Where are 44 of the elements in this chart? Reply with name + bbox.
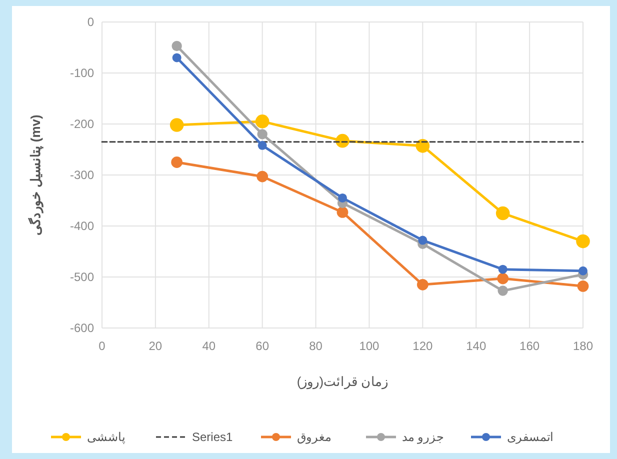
point [257, 129, 268, 140]
x-tick-label: 40 [202, 339, 216, 353]
point [172, 53, 182, 62]
y-tick-label: -300 [70, 168, 94, 182]
point [258, 140, 267, 150]
x-tick-label: 20 [148, 339, 162, 353]
point [338, 193, 347, 202]
legend-label: جزرو مد [402, 430, 444, 444]
y-tick-label: -400 [70, 219, 94, 233]
point [498, 286, 508, 296]
x-tick-label: 0 [98, 339, 106, 353]
legend-label: پاششی [87, 430, 125, 444]
x-tick-label: 160 [520, 339, 540, 353]
point [416, 278, 428, 290]
y-tick-label: 0 [87, 15, 94, 29]
y-tick-label: -200 [70, 117, 94, 131]
point [496, 206, 510, 220]
legend-label: اتمسفری [507, 430, 553, 444]
point [577, 280, 589, 292]
legend-label: Series1 [192, 430, 234, 444]
point [576, 234, 590, 248]
x-axis-title: زمان قرائت(روز) [296, 374, 388, 390]
point [256, 170, 268, 182]
point [418, 236, 428, 245]
y-tick-label: -600 [70, 321, 94, 335]
legend-label: مغروق [297, 430, 331, 444]
point [336, 206, 348, 218]
point [171, 156, 183, 168]
x-tick-label: 180 [572, 339, 594, 353]
point [498, 264, 508, 274]
x-tick-label: 60 [256, 339, 270, 353]
x-tick-label: 80 [309, 339, 323, 353]
x-tick-label: 100 [359, 339, 380, 353]
point [497, 272, 509, 284]
y-axis-title: پتانسیل خوردگی (mv) [27, 114, 44, 236]
point [170, 118, 184, 132]
x-tick-label: 120 [412, 339, 433, 353]
point [416, 139, 430, 153]
y-tick-label: -100 [70, 66, 94, 80]
point [578, 266, 588, 276]
point [172, 40, 182, 52]
x-tick-label: 140 [466, 339, 486, 353]
y-tick-label: -500 [70, 270, 94, 284]
point [255, 114, 270, 128]
